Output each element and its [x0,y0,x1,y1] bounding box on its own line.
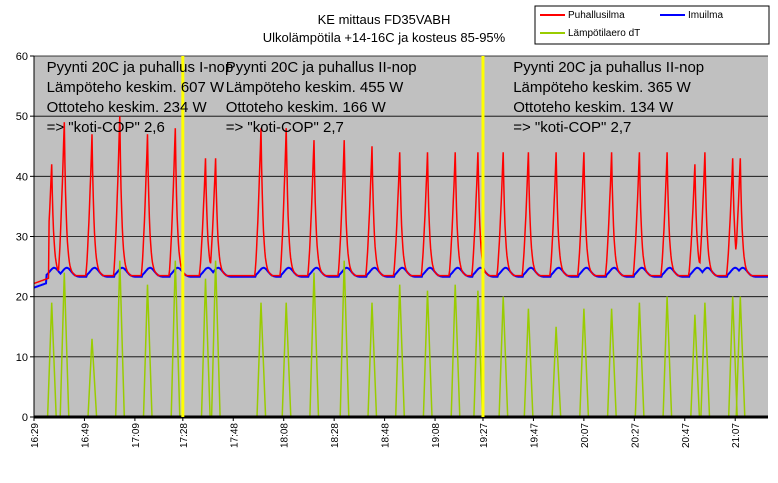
annotations: Pyynti 20C ja puhallus I-nop Lämpöteho ke… [47,59,705,136]
series-spike-lampotilaero [46,302,57,418]
annotation-line: Pyynti 20C ja puhallus II-nop [226,59,417,76]
annotation-line: Lämpöteho keskim. 365 W [513,79,691,96]
y-tick-label: 30 [16,232,28,244]
legend-label: Lämpötilaero dT [568,28,640,39]
legend: Puhallusilma Imuilma Lämpötilaero dT [534,5,770,45]
legend-box [534,5,770,45]
x-tick-label: 17:09 [131,423,142,448]
series-spike-lampotilaero [309,272,320,418]
annotation-line: Pyynti 20C ja puhallus I-nop [47,59,234,76]
x-tick-label: 16:29 [30,423,41,448]
series-spike-lampotilaero [59,272,70,418]
series-spike-lampotilaero [498,296,509,418]
x-tick-label: 18:28 [330,423,341,448]
series-spike-lampotilaero [634,302,645,418]
series-lines [33,116,768,419]
series-spike-lampotilaero [735,296,746,418]
x-tick-label: 17:48 [229,423,240,448]
series-spike-lampotilaero [210,260,221,418]
series-spike-lampotilaero [700,302,711,418]
series-spike-lampotilaero [339,260,350,418]
annotation-line: Ottoteho keskim. 166 W [226,99,387,116]
series-spike-lampotilaero [662,296,673,418]
series-spike-lampotilaero [200,278,211,418]
x-tick-label: 21:07 [731,423,742,448]
annotation-line: => "koti-COP" 2,7 [513,119,631,136]
series-spike-lampotilaero [87,338,98,418]
annotation-line: => "koti-COP" 2,7 [226,119,344,136]
legend-label: Imuilma [688,10,723,21]
x-tick-label: 18:48 [381,423,392,448]
series-spike-lampotilaero [727,296,738,418]
y-tick-label: 10 [16,352,28,364]
series-spike-lampotilaero [606,308,617,418]
y-tick-label: 50 [16,111,28,123]
series-spike-lampotilaero [281,302,292,418]
x-tick-label: 17:28 [179,423,190,448]
series-spike-lampotilaero [690,314,701,418]
x-tick-label: 19:08 [431,423,442,448]
chart-title: KE mittaus FD35VABH [318,12,451,27]
x-tick-label: 19:27 [479,423,490,448]
y-tick-label: 60 [16,51,28,63]
annotation-line: Lämpöteho keskim. 607 W [47,79,225,96]
annotation-line: Lämpöteho keskim. 455 W [226,79,404,96]
series-spike-lampotilaero [579,308,590,418]
x-tick-label: 16:49 [80,423,91,448]
series-spike-lampotilaero [473,290,484,418]
series-spike-lampotilaero [114,260,126,418]
annotation-line: => "koti-COP" 2,6 [47,119,165,136]
x-tick-label: 20:47 [681,423,692,448]
legend-label: Puhallusilma [568,10,625,21]
x-tick-label: 20:27 [630,423,641,448]
series-spike-lampotilaero [551,326,562,418]
grid-lines [34,55,768,358]
axes: 0 10 20 30 40 50 60 16:29 16:49 17:09 17:28 17:48 18… [16,51,742,448]
series-spike-lampotilaero [170,260,181,418]
x-tick-label: 18:08 [280,423,291,448]
series-spike-lampotilaero [422,290,433,418]
series-spike-lampotilaero [367,302,378,418]
series-line-puhallusilma [33,116,768,285]
annotation-line: Ottoteho keskim. 234 W [47,99,208,116]
x-tick-label: 20:07 [580,423,591,448]
y-tick-label: 0 [22,412,28,424]
chart-subtitle: Ulkolämpötila +14-16C ja kosteus 85-95% [263,30,506,45]
series-spike-lampotilaero [523,308,534,418]
annotation-line: Ottoteho keskim. 134 W [513,99,674,116]
x-tick-label: 19:47 [529,423,540,448]
y-tick-label: 20 [16,292,28,304]
series-spike-lampotilaero [142,284,153,418]
y-tick-label: 40 [16,171,28,183]
vertical-markers [181,56,485,417]
annotation-line: Pyynti 20C ja puhallus II-nop [513,59,704,76]
series-spike-lampotilaero [450,284,461,418]
series-spike-lampotilaero [256,302,267,418]
series-spike-lampotilaero [394,284,406,418]
